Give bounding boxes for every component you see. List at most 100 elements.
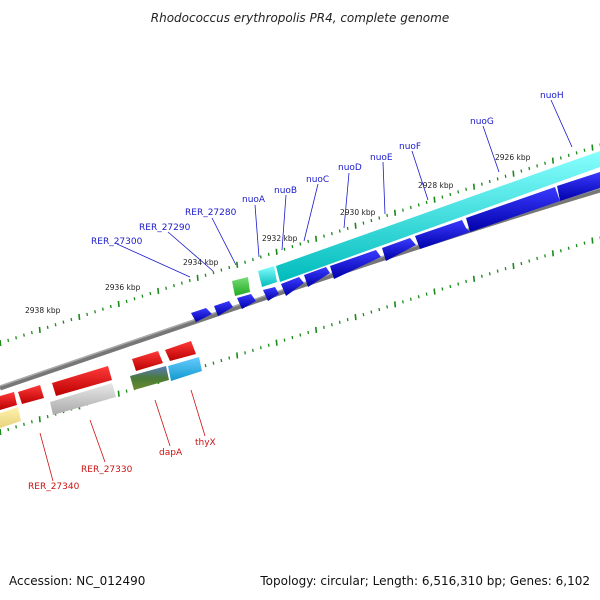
inner-tick [251, 348, 254, 352]
inner-tick [520, 261, 523, 266]
inner-tick [528, 259, 531, 263]
tick-label-2928: 2928 kbp [418, 181, 454, 190]
outer-tick [23, 333, 25, 337]
inner-tick [38, 416, 41, 423]
outer-tick [583, 148, 586, 152]
outer-tick [244, 260, 246, 264]
outer-tick [70, 317, 73, 322]
gene-nuod [330, 250, 381, 279]
outer-tick [559, 156, 562, 160]
inner-tick [401, 300, 404, 304]
outer-tick [346, 226, 349, 230]
forward-gene-labels: nuoH nuoG nuoF nuoE nuoD nuoC nuoB nuoA … [91, 91, 573, 278]
inner-tick [354, 314, 357, 321]
inner-tick [46, 415, 49, 419]
outer-tick [370, 218, 373, 223]
outer-tick [117, 300, 120, 308]
inner-tick [117, 390, 120, 397]
inner-tick [30, 420, 33, 424]
gene-red-3 [52, 366, 112, 396]
inner-tick [346, 318, 349, 322]
label-rer27300: RER_27300 [91, 237, 143, 247]
label-nuoa: nuoA [242, 195, 266, 205]
outer-tick [299, 242, 302, 246]
outer-tick [7, 338, 10, 343]
inner-tick [504, 267, 507, 271]
tick-label-2930: 2930 kbp [340, 208, 376, 217]
gene-red-5 [0, 392, 17, 410]
gene-dapa [130, 366, 169, 390]
label-nuob: nuoB [274, 186, 297, 196]
tick-labels: 2926 kbp 2928 kbp 2930 kbp 2932 kbp 2934… [25, 153, 531, 315]
outer-tick [378, 216, 381, 220]
outer-tick [551, 157, 555, 164]
inner-tick [472, 275, 476, 282]
outer-tick [46, 325, 49, 329]
genome-summary-text: Topology: circular; Length: 6,516,310 bp… [260, 574, 590, 588]
outer-tick [204, 273, 207, 277]
inner-tick [480, 274, 483, 278]
outer-tick [212, 271, 215, 275]
inner-tick [283, 338, 286, 342]
label-rer27340: RER_27340 [28, 482, 80, 492]
gene-rer27300-b [191, 308, 212, 322]
outer-tick [291, 244, 294, 249]
gene-nuoe [382, 238, 416, 261]
outer-tick [338, 229, 341, 233]
outer-tick [465, 187, 468, 191]
outer-tick [393, 209, 397, 216]
outer-tick [354, 222, 357, 229]
inner-tick [433, 288, 436, 295]
outer-tick [180, 281, 183, 285]
outer-tick [0, 339, 2, 347]
reverse-gene-labels: RER_27340 RER_27330 dapA thyX [28, 389, 216, 492]
inner-tick [291, 335, 294, 340]
inner-tick [228, 356, 231, 360]
label-nuoh: nuoH [540, 91, 564, 101]
outer-tick-row [0, 143, 600, 347]
gene-grey [50, 383, 116, 415]
outer-tick [94, 310, 96, 314]
outer-tick [472, 183, 476, 190]
outer-tick [30, 330, 33, 335]
outer-tick [480, 182, 483, 186]
outer-tick [567, 153, 570, 158]
outer-tick [275, 248, 278, 255]
outer-tick [488, 179, 491, 184]
outer-tick [386, 213, 389, 217]
inner-tick [583, 241, 586, 245]
outer-tick [512, 170, 515, 177]
inner-tick [15, 425, 18, 429]
outer-tick [157, 287, 160, 294]
outer-tick [125, 299, 128, 303]
outer-tick [433, 196, 436, 203]
inner-tick [575, 244, 578, 248]
outer-tick [323, 234, 325, 238]
outer-tick [165, 286, 168, 290]
inner-tick [488, 272, 491, 276]
inner-tick [204, 364, 207, 368]
inner-tick [0, 428, 2, 436]
gene-nuoa [263, 287, 279, 301]
outer-tick [228, 265, 231, 270]
inner-tick [551, 250, 555, 257]
inner-tick [307, 330, 310, 335]
tick-label-2938: 2938 kbp [25, 306, 61, 315]
label-thyx: thyX [195, 438, 216, 448]
gene-nuoh [557, 172, 600, 201]
outer-tick [544, 161, 546, 165]
inner-tick [457, 282, 460, 286]
gene-rer27290 [237, 294, 256, 309]
outer-tick [62, 320, 65, 324]
inner-tick [299, 333, 302, 337]
tick-label-2934: 2934 kbp [183, 258, 219, 267]
gene-cyan-forward [276, 151, 600, 282]
label-nuog: nuoG [470, 117, 494, 127]
inner-tick [370, 310, 373, 314]
outer-tick [188, 278, 191, 283]
forward-strand-features [191, 151, 600, 322]
inner-tick [465, 279, 468, 284]
label-rer27330: RER_27330 [81, 465, 133, 475]
gene-rer27300-a [214, 301, 233, 316]
label-nuof: nuoF [399, 142, 421, 152]
